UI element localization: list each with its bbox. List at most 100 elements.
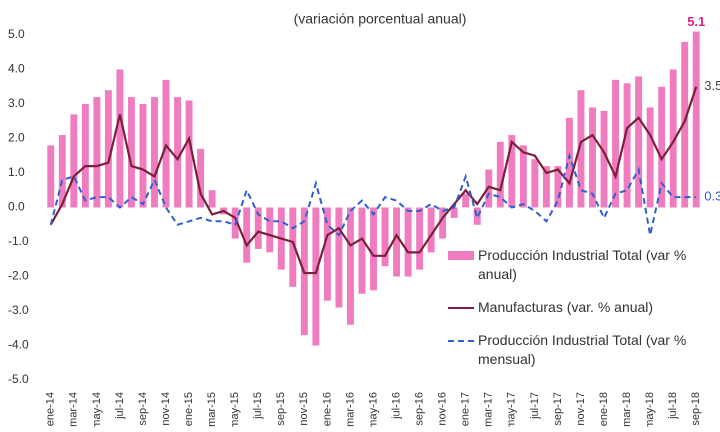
x-tick-label: nov-14 xyxy=(160,392,172,426)
legend-symbol xyxy=(448,251,474,260)
bar xyxy=(312,207,320,346)
x-tick-label: nov-17 xyxy=(575,392,587,426)
legend: Producción Industrial Total (var % anual… xyxy=(448,246,713,383)
legend-item: Producción Industrial Total (var % mensu… xyxy=(448,331,713,369)
y-tick-label: 0.0 xyxy=(8,200,25,214)
bar xyxy=(174,97,182,208)
x-tick-label: mar-17 xyxy=(483,392,495,427)
x-tick-label: may-14 xyxy=(91,392,103,427)
bar xyxy=(197,148,205,208)
legend-item: Manufacturas (var. % anual) xyxy=(448,298,713,317)
bar xyxy=(658,86,666,208)
x-tick-label: may-15 xyxy=(229,392,241,427)
x-tick-label: jul-16 xyxy=(390,392,402,420)
x-tick-label: sep-16 xyxy=(414,392,426,426)
x-tick-label: jul-17 xyxy=(529,392,541,420)
bar xyxy=(565,117,573,208)
bar xyxy=(358,207,366,294)
x-tick-label: may-16 xyxy=(367,392,379,427)
y-tick-label: -1.0 xyxy=(8,234,29,248)
bar xyxy=(70,114,78,208)
x-tick-label: jul-14 xyxy=(114,392,126,420)
bar xyxy=(93,97,101,208)
data-label: 3.5 xyxy=(704,78,720,93)
x-tick-label: sep-15 xyxy=(275,392,287,426)
y-tick-label: 3.0 xyxy=(8,96,25,110)
x-tick-label: ene-18 xyxy=(598,392,610,426)
bar xyxy=(600,110,608,208)
y-tick-label: -3.0 xyxy=(8,303,29,317)
y-tick-label: -2.0 xyxy=(8,269,29,283)
x-tick-label: sep-17 xyxy=(552,392,564,426)
bar xyxy=(208,190,216,208)
bar xyxy=(335,207,343,308)
bar xyxy=(531,159,539,208)
bar xyxy=(508,135,516,208)
bar xyxy=(635,76,643,208)
bar xyxy=(439,207,447,239)
y-tick-label: 5.0 xyxy=(8,27,25,41)
y-tick-label: -4.0 xyxy=(8,338,29,352)
bar xyxy=(254,207,262,249)
x-tick-label: may-17 xyxy=(506,392,518,427)
bar xyxy=(151,97,158,208)
x-tick-label: ene-16 xyxy=(321,392,333,426)
bar xyxy=(589,107,596,208)
x-tick-label: jul-18 xyxy=(667,392,679,420)
x-tick-label: nov-15 xyxy=(298,392,310,426)
bar xyxy=(519,145,527,208)
bar xyxy=(266,207,274,253)
y-tick-label: 2.0 xyxy=(8,131,25,145)
bar xyxy=(243,207,251,263)
x-tick-label: jul-15 xyxy=(252,392,264,420)
x-tick-label: ene-15 xyxy=(183,392,195,426)
bar xyxy=(139,104,147,208)
chart-title: (variación porcentual anual) xyxy=(294,11,467,27)
bar xyxy=(554,166,562,208)
bar xyxy=(346,207,354,325)
bar xyxy=(393,207,401,277)
x-tick-label: nov-16 xyxy=(437,392,449,426)
x-tick-label: mar-15 xyxy=(206,392,218,427)
x-tick-label: mar-18 xyxy=(621,392,633,427)
bar xyxy=(473,207,481,225)
bar xyxy=(692,31,700,208)
y-tick-label: 4.0 xyxy=(8,62,25,76)
x-tick-label: ene-17 xyxy=(460,392,472,426)
bar xyxy=(116,69,124,208)
bar xyxy=(323,207,331,301)
bar xyxy=(542,166,550,208)
bar xyxy=(289,207,297,287)
bar xyxy=(404,207,412,277)
x-tick-label: mar-14 xyxy=(68,392,80,427)
x-tick-label: mar-16 xyxy=(344,392,356,427)
bar xyxy=(81,104,89,208)
data-label: 0.3 xyxy=(704,189,720,204)
bar xyxy=(496,141,504,208)
legend-item: Producción Industrial Total (var % anual… xyxy=(448,246,713,284)
legend-label: Producción Industrial Total (var % mensu… xyxy=(478,332,687,367)
legend-label: Producción Industrial Total (var % anual… xyxy=(478,247,687,282)
data-label: 5.1 xyxy=(687,14,705,29)
legend-symbol xyxy=(448,340,474,342)
x-tick-label: sep-18 xyxy=(690,392,702,426)
bar xyxy=(381,207,389,267)
bar xyxy=(646,107,654,208)
bar xyxy=(577,90,585,208)
y-tick-label: 1.0 xyxy=(8,165,25,179)
bar xyxy=(162,79,170,208)
line xyxy=(49,86,698,275)
bar xyxy=(623,83,631,208)
bar xyxy=(450,207,458,218)
legend-symbol xyxy=(448,307,474,309)
line xyxy=(49,152,697,237)
bar xyxy=(416,207,424,270)
x-tick-label: ene-14 xyxy=(45,392,57,426)
bar xyxy=(612,79,620,208)
y-tick-label: -5.0 xyxy=(8,372,29,386)
bar xyxy=(427,207,435,253)
bar xyxy=(681,41,689,208)
bar xyxy=(462,193,470,208)
